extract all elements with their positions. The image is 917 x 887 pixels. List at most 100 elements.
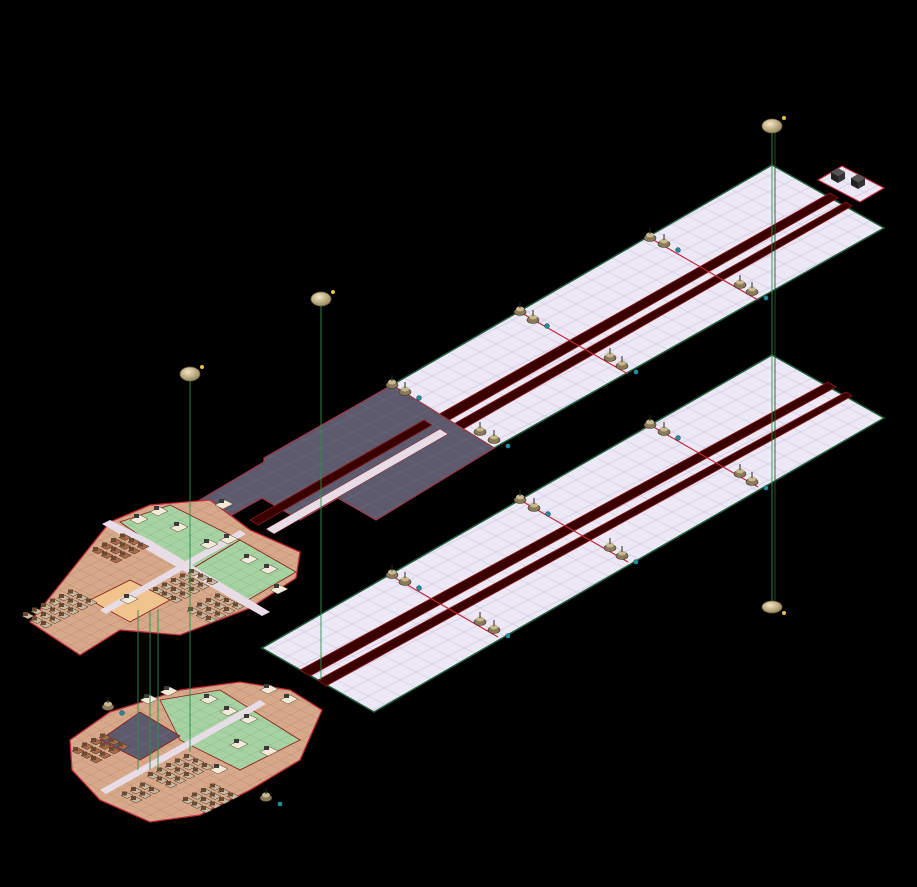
seat-icon [191, 758, 205, 766]
desk-icon [219, 706, 239, 717]
seat-icon [226, 792, 240, 800]
desk-icon [214, 499, 234, 510]
seat-icon [178, 582, 192, 590]
seat-icon [66, 589, 80, 597]
seat-icon [213, 611, 227, 619]
turret-icon[interactable] [657, 234, 681, 253]
seat-icon [173, 776, 187, 784]
seat-icon [169, 587, 183, 595]
seat-icon [89, 756, 103, 764]
seat-icon [48, 598, 62, 606]
seat-icon [91, 547, 105, 555]
turret-icon[interactable] [526, 310, 550, 329]
seat-icon [129, 787, 143, 795]
seat-icon [138, 791, 152, 799]
dark-rail-b [265, 428, 449, 535]
desk-icon [229, 739, 249, 750]
furniture-layer [21, 499, 299, 814]
seat-icon [195, 602, 209, 610]
upper-hub-corridor-2 [100, 530, 246, 614]
seat-icon [205, 578, 219, 586]
seat-icon [39, 621, 53, 629]
seat-icon [147, 787, 161, 795]
seat-icon [109, 556, 123, 564]
orb-beacon-icon[interactable] [310, 290, 335, 307]
seat-icon [66, 598, 80, 606]
lower-rail-b [317, 391, 853, 687]
turret-icon[interactable] [487, 430, 511, 449]
turret-icon[interactable] [259, 788, 283, 807]
orb-beacon-icon[interactable] [761, 600, 786, 615]
seat-icon [213, 593, 227, 601]
seat-icon [182, 772, 196, 780]
orb-beacon-icon[interactable] [761, 116, 786, 134]
seat-icon [187, 569, 201, 577]
upper-long-platform[interactable] [390, 164, 886, 449]
seat-icon [173, 767, 187, 775]
seat-icon [98, 751, 112, 759]
seat-icon [181, 797, 195, 805]
server-crate-icon[interactable] [851, 174, 865, 189]
turret-icon[interactable] [745, 282, 769, 301]
seat-icon [89, 747, 103, 755]
seat-icon [98, 742, 112, 750]
desk-icon [199, 694, 219, 705]
seat-icon [107, 747, 121, 755]
seat-icon [98, 733, 112, 741]
upper-dark-hallway[interactable] [198, 384, 496, 535]
turret-icon[interactable] [615, 546, 639, 565]
turret-icon[interactable] [657, 422, 681, 441]
seat-icon [222, 598, 236, 606]
seat-icon [151, 587, 165, 595]
seat-icon [164, 772, 178, 780]
seat-icon [169, 596, 183, 604]
desk-icon [269, 584, 289, 595]
beacon-beams [137, 130, 776, 770]
seat-icon [80, 742, 94, 750]
seat-icon [57, 603, 71, 611]
seat-icon [199, 788, 213, 796]
lower-hub-corridor [100, 700, 266, 794]
seat-icon [48, 616, 62, 624]
seat-icon [199, 797, 213, 805]
seat-icon [155, 776, 169, 784]
seat-icon [127, 538, 141, 546]
turret-icon[interactable] [745, 472, 769, 491]
seat-icon [208, 792, 222, 800]
desk-icon [259, 564, 279, 575]
seat-icon [57, 612, 71, 620]
seat-icon [164, 781, 178, 789]
seat-icon [129, 796, 143, 804]
server-room[interactable] [816, 165, 886, 203]
seat-icon [146, 772, 160, 780]
turret-layer [101, 228, 769, 807]
desk-icon [159, 686, 179, 697]
turret-icon[interactable] [615, 356, 639, 375]
lower-long-platform[interactable] [260, 354, 886, 713]
seat-icon [190, 792, 204, 800]
seat-icon [30, 607, 44, 615]
seat-icon [169, 578, 183, 586]
seat-icon [138, 782, 152, 790]
seat-icon [187, 587, 201, 595]
seat-icon [199, 806, 213, 814]
orb-beacon-icon[interactable] [179, 365, 204, 382]
turret-icon[interactable] [101, 697, 125, 716]
server-crate-icon[interactable] [831, 168, 845, 183]
seat-icon [71, 747, 85, 755]
seat-icon [231, 602, 245, 610]
seat-icon [204, 598, 218, 606]
turret-icon[interactable] [398, 382, 422, 401]
seat-icon [109, 538, 123, 546]
seat-icon [164, 763, 178, 771]
turret-icon[interactable] [527, 498, 551, 517]
seat-icon [160, 582, 174, 590]
dark-rail-a [249, 419, 433, 526]
seat-icon [107, 738, 121, 746]
desk-icon [259, 746, 279, 757]
turret-icon[interactable] [487, 620, 511, 639]
turret-icon[interactable] [398, 572, 422, 591]
seat-icon [30, 616, 44, 624]
seat-icon [160, 591, 174, 599]
